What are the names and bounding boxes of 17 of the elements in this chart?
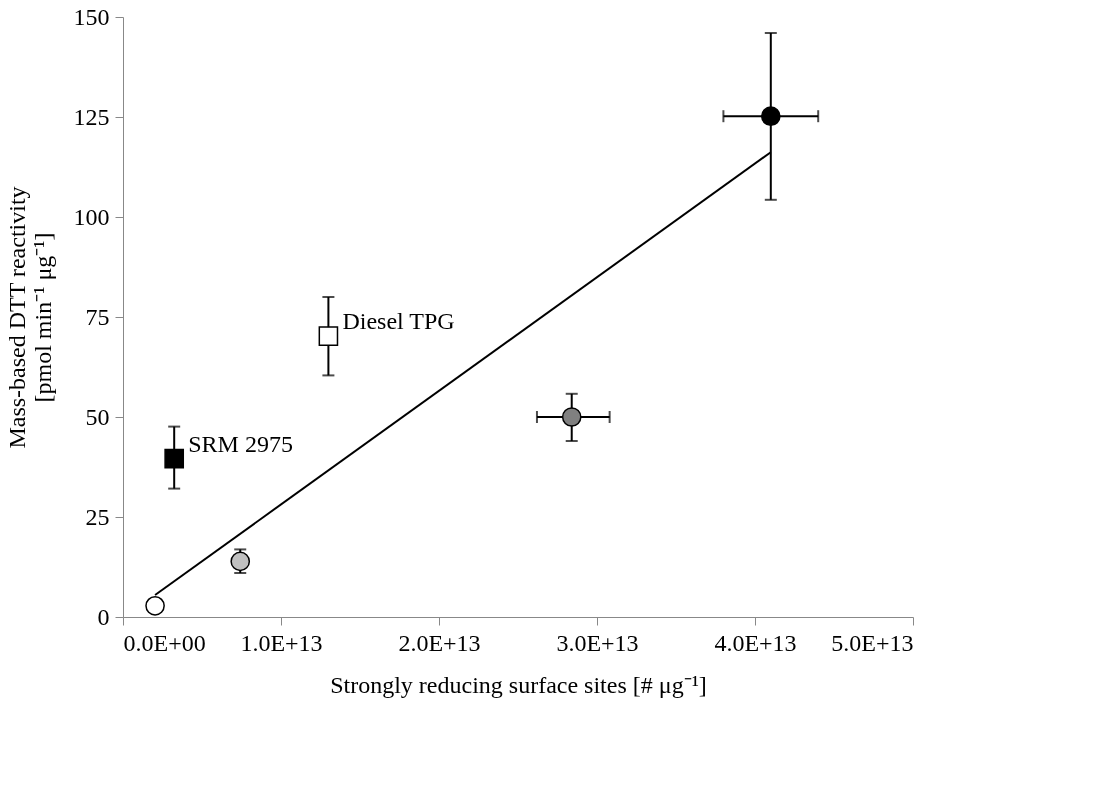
y-axis-title: Mass-based DTT reactivity [pmol min⁻¹ μg⁻¹]: [3, 186, 56, 449]
series-label: Diesel TPG: [342, 308, 455, 335]
x-tick-label: 3.0E+13: [556, 629, 639, 656]
y-tick-label: 75: [85, 303, 110, 330]
y-tick-label: 0: [97, 603, 110, 630]
series-label: SRM 2975: [188, 430, 293, 457]
x-tick-label: 2.0E+13: [398, 629, 481, 656]
x-tick-label: 4.0E+13: [714, 629, 797, 656]
x-axis-title: Strongly reducing surface sites [# μg⁻¹]: [330, 671, 707, 698]
y-tick-label: 125: [73, 103, 110, 130]
y-tick-label: 100: [73, 203, 110, 230]
y-tick-label: 25: [85, 503, 110, 530]
x-tick-label: 5.0E+13: [831, 629, 914, 656]
x-tick-label: 0.0E+00: [123, 629, 206, 656]
x-tick-label: 1.0E+13: [240, 629, 323, 656]
y-tick-label: 150: [73, 3, 110, 30]
y-tick-label: 50: [85, 403, 110, 430]
